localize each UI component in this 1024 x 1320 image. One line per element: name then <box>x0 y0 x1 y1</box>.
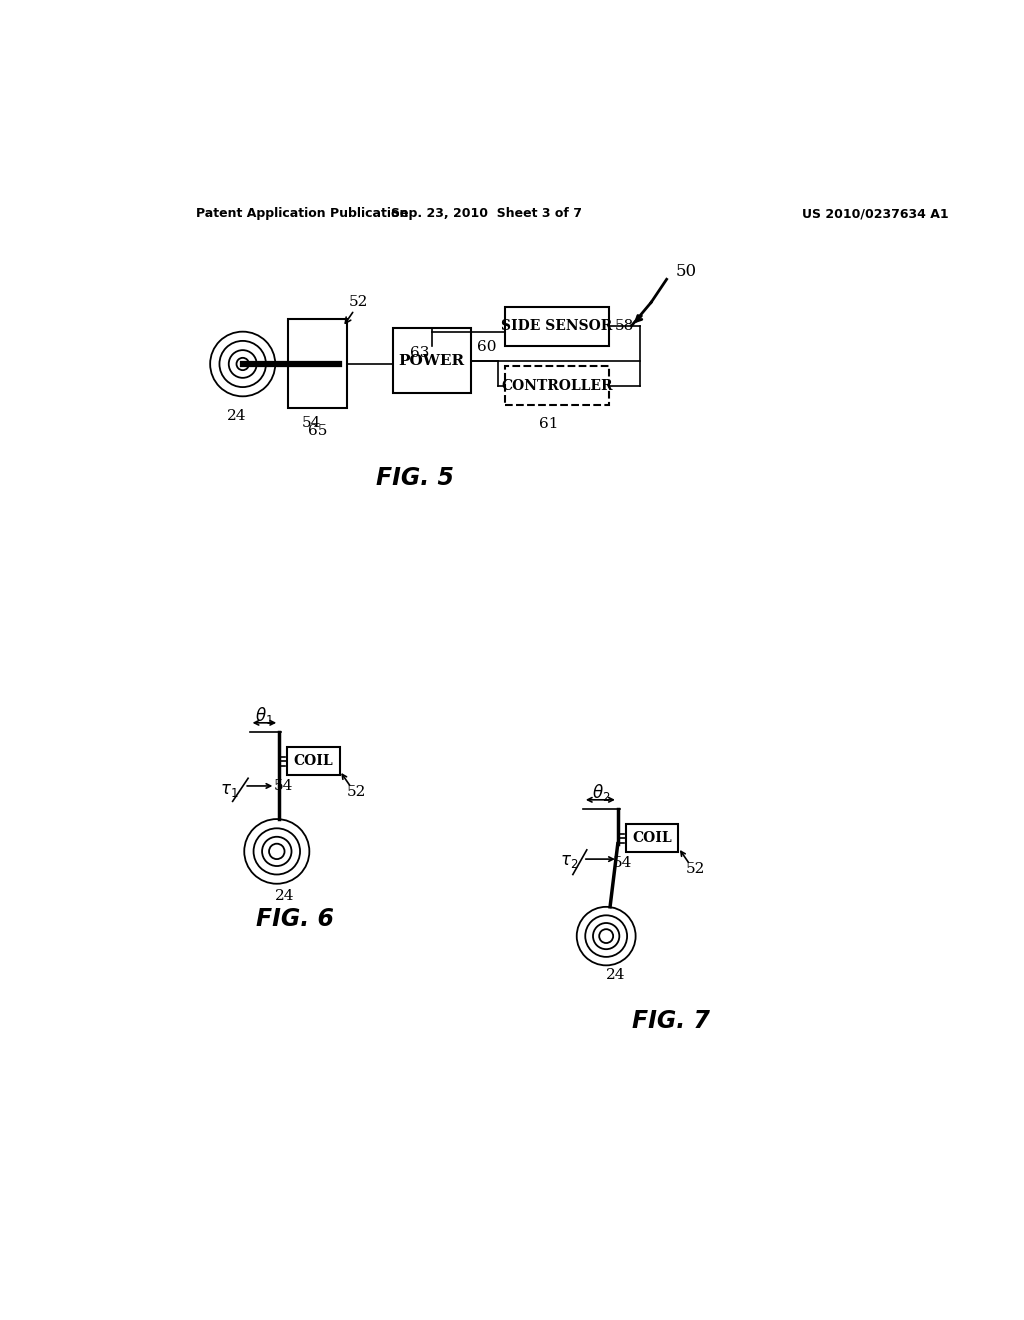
Text: 24: 24 <box>606 968 626 982</box>
Text: Patent Application Publication: Patent Application Publication <box>197 207 409 220</box>
Text: US 2010/0237634 A1: US 2010/0237634 A1 <box>802 207 949 220</box>
Bar <box>626 825 678 853</box>
Text: 52: 52 <box>347 785 367 799</box>
Text: COIL: COIL <box>294 754 333 768</box>
Text: 63: 63 <box>411 346 430 360</box>
Text: 50: 50 <box>676 263 696 280</box>
Bar <box>287 747 340 775</box>
Text: $\tau_1$: $\tau_1$ <box>219 781 238 799</box>
Text: 54: 54 <box>274 779 294 793</box>
Text: CONTROLLER: CONTROLLER <box>501 379 612 392</box>
Text: $\theta_1$: $\theta_1$ <box>255 705 273 726</box>
Text: POWER: POWER <box>398 354 465 367</box>
Text: 61: 61 <box>540 417 559 432</box>
Bar <box>393 327 471 393</box>
Text: SIDE SENSOR: SIDE SENSOR <box>502 319 612 333</box>
Text: Sep. 23, 2010  Sheet 3 of 7: Sep. 23, 2010 Sheet 3 of 7 <box>390 207 582 220</box>
Bar <box>289 319 346 408</box>
Text: 52: 52 <box>686 862 705 876</box>
Bar <box>506 367 608 405</box>
Text: FIG. 7: FIG. 7 <box>632 1008 710 1032</box>
Text: 65: 65 <box>308 424 328 438</box>
Text: 54: 54 <box>612 855 632 870</box>
Text: 52: 52 <box>348 296 368 309</box>
Text: COIL: COIL <box>632 832 672 845</box>
Text: 60: 60 <box>477 339 497 354</box>
Text: FIG. 5: FIG. 5 <box>376 466 454 490</box>
Text: $\theta_2$: $\theta_2$ <box>592 781 610 803</box>
Text: 54: 54 <box>302 416 322 430</box>
Text: 58: 58 <box>614 319 634 333</box>
Bar <box>506 308 608 346</box>
Text: 24: 24 <box>274 890 294 903</box>
Text: 24: 24 <box>226 409 246 424</box>
Text: $\tau_2$: $\tau_2$ <box>560 853 579 870</box>
Text: FIG. 6: FIG. 6 <box>256 907 334 931</box>
